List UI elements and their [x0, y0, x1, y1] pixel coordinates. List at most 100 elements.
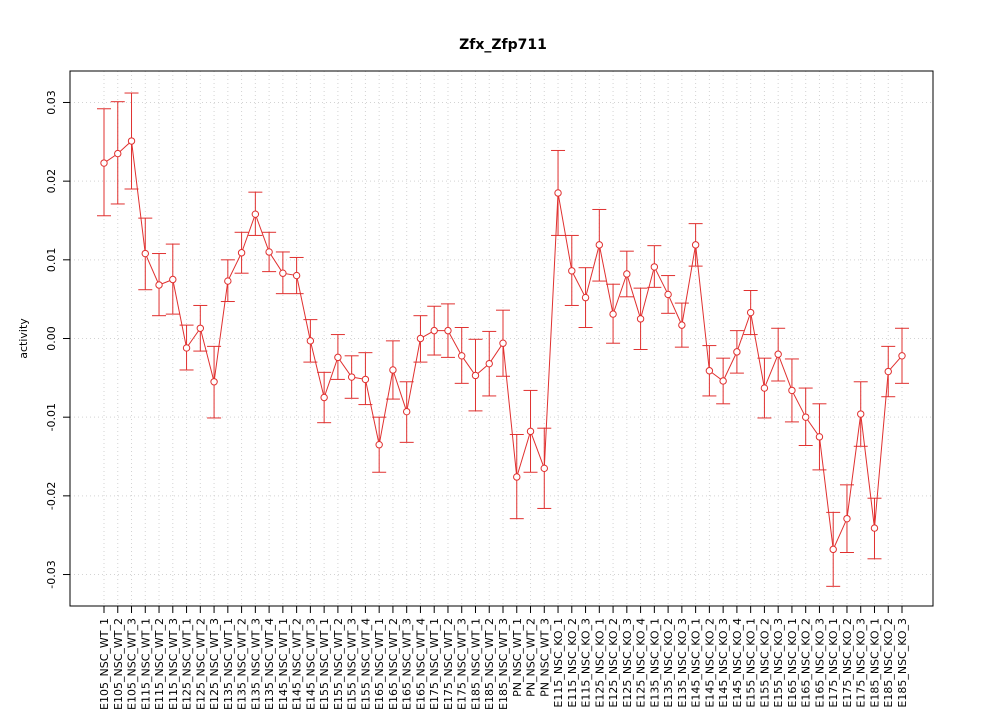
- data-point: [430, 326, 438, 335]
- plot-frame: [69, 70, 934, 607]
- x-tick-label: E145_NSC_WT_3: [304, 618, 317, 710]
- data-point: [499, 339, 507, 347]
- data-point: [471, 371, 480, 380]
- x-tick-label: E125_NSC_WT_1: [181, 618, 194, 710]
- data-point: [141, 249, 149, 258]
- x-tick-label: E135_NSC_KO_3: [676, 618, 689, 708]
- data-point: [389, 366, 397, 374]
- x-tick-label: E135_NSC_WT_1: [222, 618, 235, 710]
- data-point: [609, 310, 617, 318]
- x-tick-label: E155_NSC_WT_1: [318, 618, 331, 710]
- x-tick-label: E105_NSC_WT_1: [98, 618, 111, 710]
- data-point: [636, 315, 645, 323]
- chart-title: Zfx_Zfp711: [459, 37, 547, 53]
- data-point: [857, 410, 865, 418]
- x-tick-label: E115_NSC_KO_3: [580, 618, 593, 708]
- data-point: [182, 344, 191, 352]
- data-point: [568, 267, 576, 275]
- data-point: [843, 514, 851, 523]
- y-tick-label: -0.02: [45, 482, 58, 510]
- data-point: [801, 413, 810, 421]
- x-tick-label: E145_NSC_WT_1: [277, 618, 290, 710]
- x-tick-label: E165_NSC_WT_4: [414, 618, 427, 710]
- data-point: [815, 433, 824, 441]
- x-tick-label: E155_NSC_WT_2: [332, 618, 345, 710]
- x-tick-label: E165_NSC_KO_2: [800, 618, 813, 708]
- data-point: [114, 149, 122, 158]
- x-tick-label: E125_NSC_KO_3: [621, 618, 634, 708]
- x-tick-label: E145_NSC_WT_2: [291, 618, 304, 710]
- x-tick-label: E115_NSC_WT_1: [139, 618, 152, 710]
- y-tick-label: 0.01: [45, 248, 58, 273]
- data-point: [210, 378, 218, 386]
- data-point: [169, 275, 177, 284]
- data-point: [705, 367, 714, 375]
- x-tick-label: E175_NSC_KO_1: [827, 618, 840, 708]
- data-point: [829, 545, 837, 554]
- x-tick-label: E165_NSC_WT_3: [401, 618, 414, 710]
- y-tick-label: 0.00: [45, 326, 58, 351]
- data-point: [554, 189, 562, 197]
- y-axis: -0.03 -0.02 -0.01 0.00 0.01 0.02 0.03: [45, 90, 70, 589]
- x-tick-label: E105_NSC_WT_2: [112, 618, 125, 710]
- x-tick-label: E175_NSC_WT_1: [428, 618, 441, 710]
- x-tick-label: E135_NSC_KO_2: [662, 618, 675, 708]
- x-tick-label: E155_NSC_KO_1: [745, 618, 758, 708]
- data-series: [97, 92, 909, 587]
- data-point: [196, 324, 205, 332]
- x-tick-label: E185_NSC_KO_1: [868, 618, 881, 708]
- x-tick-label: E135_NSC_KO_1: [648, 618, 661, 708]
- data-point: [485, 359, 493, 368]
- data-point: [884, 367, 892, 376]
- data-point: [127, 137, 136, 145]
- data-point: [347, 373, 356, 381]
- x-tick-label: PN_NSC_WT_3: [538, 618, 551, 697]
- x-tick-label: E185_NSC_KO_2: [882, 618, 895, 708]
- y-tick-label: 0.02: [45, 169, 58, 194]
- data-point: [361, 375, 370, 384]
- data-point: [292, 271, 301, 280]
- y-tick-label: -0.01: [45, 403, 58, 431]
- x-tick-label: E105_NSC_WT_3: [126, 618, 139, 710]
- x-tick-label: E165_NSC_WT_1: [373, 618, 386, 710]
- x-tick-label: E155_NSC_KO_3: [772, 618, 785, 708]
- y-tick-label: -0.03: [45, 560, 58, 588]
- data-point: [774, 350, 782, 358]
- x-tick-label: E115_NSC_KO_1: [552, 618, 565, 708]
- data-point: [719, 377, 727, 385]
- data-point: [155, 281, 163, 289]
- data-point: [650, 263, 659, 271]
- data-point: [664, 290, 672, 299]
- data-point: [458, 352, 466, 360]
- x-tick-label: PN_NSC_WT_1: [511, 618, 524, 697]
- x-tick-label: E125_NSC_KO_1: [593, 618, 606, 708]
- x-tick-label: E125_NSC_WT_2: [194, 618, 207, 710]
- x-tick-label: E175_NSC_KO_2: [841, 618, 854, 708]
- x-tick-label: E145_NSC_KO_3: [717, 618, 730, 708]
- x-tick-label: E145_NSC_KO_4: [731, 618, 744, 708]
- x-tick-label: E165_NSC_KO_1: [786, 618, 799, 708]
- data-point: [306, 337, 315, 345]
- data-point: [733, 348, 741, 356]
- data-point: [375, 441, 383, 449]
- x-tick-label: E165_NSC_KO_3: [813, 618, 826, 708]
- x-tick-label: E115_NSC_KO_2: [566, 618, 579, 708]
- data-point: [526, 427, 535, 436]
- data-point: [513, 473, 521, 481]
- x-tick-label: E185_NSC_WT_3: [497, 618, 510, 710]
- x-tick-label: E175_NSC_WT_2: [442, 618, 455, 710]
- x-tick-label: E125_NSC_KO_4: [635, 618, 648, 708]
- x-tick-label: E145_NSC_KO_2: [703, 618, 716, 708]
- data-point: [224, 277, 232, 285]
- x-tick-label: E185_NSC_WT_1: [469, 618, 482, 710]
- y-axis-label: activity: [17, 318, 30, 359]
- data-point: [760, 384, 769, 392]
- x-tick-label: E165_NSC_WT_2: [387, 618, 400, 710]
- data-point: [540, 464, 548, 473]
- x-tick-label: E125_NSC_WT_3: [208, 618, 221, 710]
- grid: [70, 71, 933, 606]
- x-tick-label: E115_NSC_WT_2: [153, 618, 166, 710]
- x-tick-label: E175_NSC_KO_3: [855, 618, 868, 708]
- y-tick-label: 0.03: [45, 90, 58, 115]
